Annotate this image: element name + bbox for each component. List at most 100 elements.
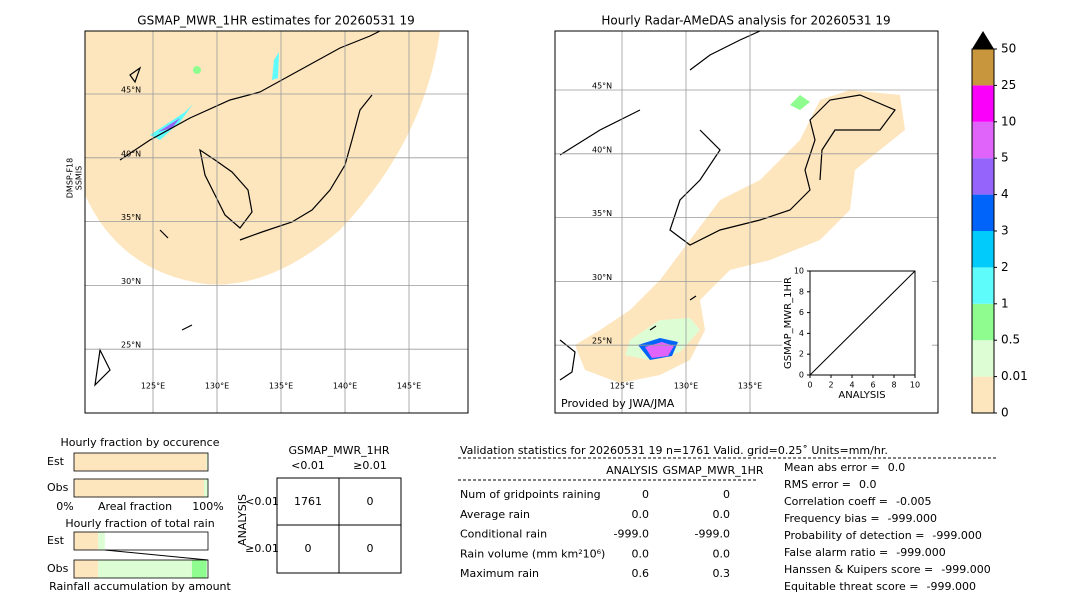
fraction-segment — [98, 560, 192, 578]
axis-label: Rainfall accumulation by amount — [49, 580, 231, 593]
fraction-segment — [74, 453, 207, 471]
lat-label: 35°N — [592, 209, 612, 218]
y-tick-label: 4 — [799, 329, 804, 338]
level-label: 5 — [1001, 151, 1009, 165]
level-label: 2 — [1001, 260, 1009, 274]
column-header: ANALYSIS — [606, 464, 658, 477]
score-value: -999.000 — [888, 512, 937, 525]
level-label: 0.5 — [1001, 333, 1020, 347]
row-label: Obs — [47, 562, 69, 575]
level-label: 25 — [1001, 78, 1016, 92]
cell: 0 — [367, 495, 374, 508]
coastline — [239, 94, 373, 241]
bar-frame — [73, 478, 209, 498]
credit: Provided by JWA/JMA — [561, 397, 675, 410]
color-segment — [972, 303, 994, 341]
lon-label: 125°E — [141, 382, 165, 391]
stat-value: 0.0 — [632, 547, 650, 560]
lat-label: 25°N — [592, 337, 612, 346]
score-label: Correlation coeff = — [784, 495, 888, 508]
x-tick-label: 8 — [891, 381, 896, 390]
scatter-inset: ANALYSIS GSMAP_MWR_1HR 0 2 4 6 8 10 0 2 4 6 8 10 — [782, 262, 932, 402]
x-label: Areal fraction — [98, 500, 172, 513]
lat-label: 30°N — [592, 273, 612, 282]
color-segment — [972, 194, 994, 231]
level-label: 50 — [1001, 42, 1016, 56]
score-label: RMS error = — [784, 478, 851, 491]
score: Hanssen & Kuipers score = -999.000 — [784, 563, 991, 576]
inset-frame — [809, 270, 916, 376]
stat-label: Maximum rain — [460, 567, 539, 580]
stat-label: Num of gridpoints raining — [460, 488, 601, 501]
fraction-segment — [74, 479, 204, 497]
bar-frame — [73, 559, 209, 579]
stat-label: Conditional rain — [460, 528, 547, 541]
fraction-segment — [98, 532, 105, 550]
score: Equitable threat score = -999.000 — [784, 580, 976, 593]
rain-area — [645, 342, 674, 358]
graticule: 45°N 40°N 35°N 30°N 25°N 125°E 130°E 135°E 140°E… — [85, 31, 468, 413]
row-label: Obs — [47, 481, 69, 494]
level-label: 3 — [1001, 224, 1009, 238]
table-title: GSMAP_MWR_1HR — [288, 444, 389, 457]
connector — [104, 549, 209, 561]
satellite-label: DMSP-F18 — [66, 158, 75, 198]
level-label: 0.01 — [1001, 369, 1028, 383]
map-title: Hourly Radar-AMeDAS analysis for 2026053… — [601, 14, 890, 28]
y-tick-label: 8 — [799, 287, 804, 296]
score-label: False alarm ratio = — [784, 546, 888, 559]
score-value: -999.000 — [941, 563, 990, 576]
x-tick-label: 4 — [849, 381, 854, 390]
stats-header: Validation statistics for 20260531 19 n=… — [460, 444, 888, 457]
validation-stats: Validation statistics for 20260531 19 n=… — [458, 444, 996, 593]
fraction-segment — [74, 560, 99, 578]
score-label: Frequency bias = — [784, 512, 880, 525]
x-tick-label: 0 — [807, 381, 812, 390]
chart-title: Hourly fraction of total rain — [65, 517, 214, 530]
stat-value: 0.0 — [632, 508, 650, 521]
score-value: -999.000 — [932, 529, 981, 542]
coastline — [119, 30, 381, 161]
diagonal — [809, 270, 916, 376]
map-frame — [84, 30, 469, 414]
score-value: 0.0 — [888, 461, 906, 474]
x-label: 0% — [56, 500, 73, 513]
right-map: 45°N 40°N 35°N 30°N 25°N 125°E 130°E 135°E Hour… — [554, 14, 939, 414]
stat-value: 0 — [642, 488, 649, 501]
level-label: 4 — [1001, 187, 1009, 201]
analysis-area — [575, 90, 905, 383]
cell: 0 — [305, 542, 312, 555]
bar-frame — [73, 452, 209, 472]
extend-arrow — [972, 31, 994, 49]
lon-label: 145°E — [397, 382, 421, 391]
col-header: ≥0.01 — [353, 459, 387, 472]
fraction-segment — [203, 479, 208, 497]
level-label: 0 — [1001, 406, 1009, 420]
color-segment — [972, 376, 994, 413]
color-segment — [972, 158, 994, 195]
score-value: -0.005 — [896, 495, 931, 508]
score-label: Probability of detection = — [784, 529, 924, 542]
y-tick-label: 10 — [794, 267, 804, 276]
coastline — [199, 148, 253, 229]
rain-area — [158, 118, 180, 132]
lon-label: 125°E — [610, 382, 634, 391]
map-title: GSMAP_MWR_1HR estimates for 20260531 19 — [137, 14, 414, 28]
colorbar: 0 0.01 0.5 1 2 3 4 5 10 25 50 — [971, 31, 1028, 420]
lat-label: 35°N — [121, 213, 141, 222]
row-label: Est — [47, 534, 65, 547]
score: RMS error = 0.0 — [784, 478, 876, 491]
x-tick-label: 6 — [870, 381, 875, 390]
lat-label: 30°N — [121, 277, 141, 286]
inset-bg — [782, 262, 932, 402]
score: False alarm ratio = -999.000 — [784, 546, 946, 559]
color-segment — [972, 340, 994, 377]
color-segment — [972, 267, 994, 304]
row-header: <0.01 — [245, 495, 279, 508]
stat-value: 0.0 — [713, 547, 731, 560]
x-tick-label: 10 — [910, 381, 920, 390]
lon-label: 135°E — [738, 382, 762, 391]
coastline — [559, 109, 697, 381]
x-tick-label: 2 — [828, 381, 833, 390]
cell: 1761 — [294, 495, 322, 508]
